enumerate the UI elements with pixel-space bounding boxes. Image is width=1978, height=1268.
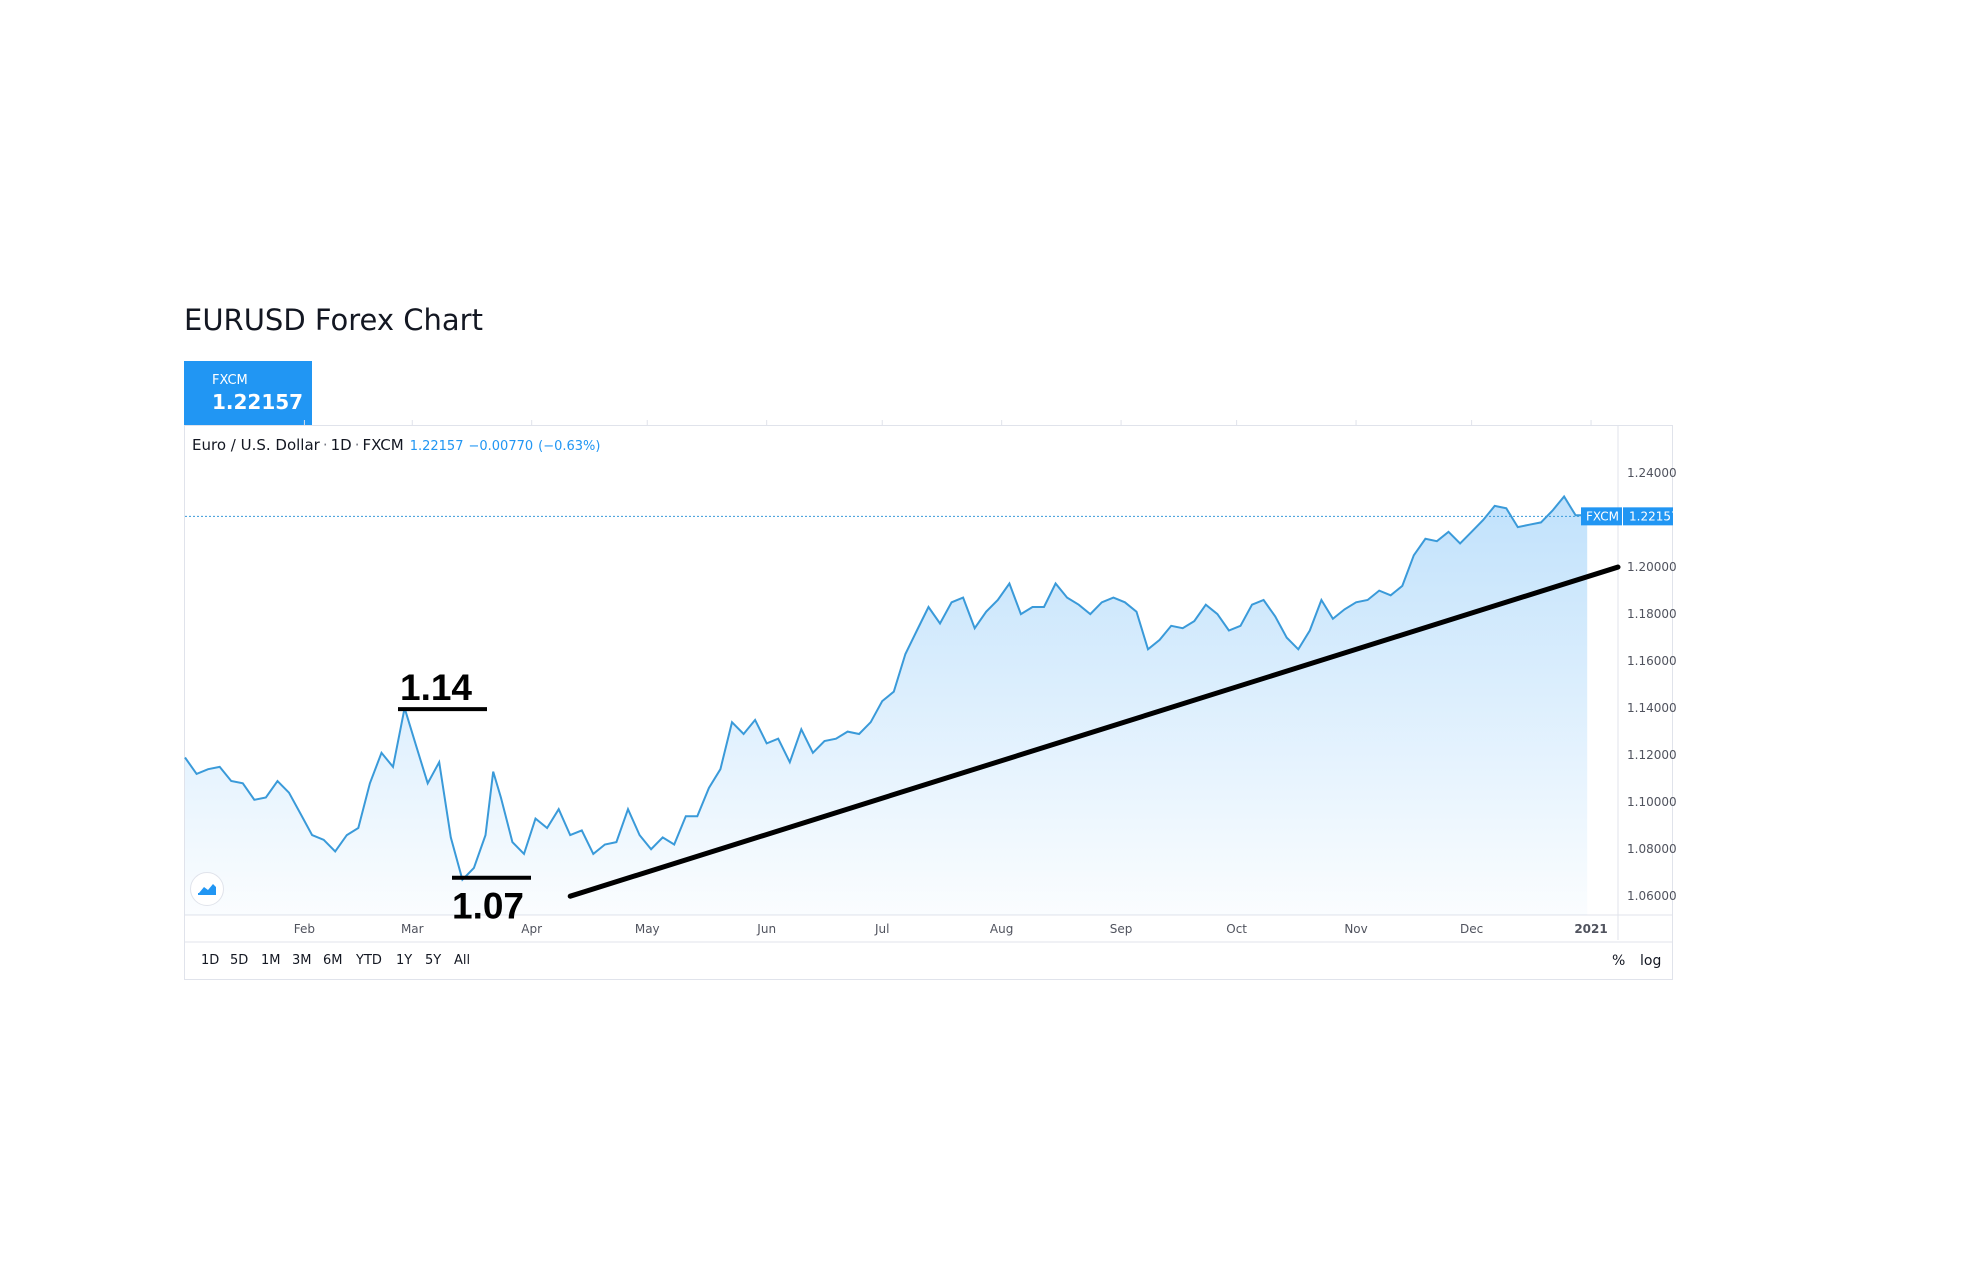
price-tag-exchange: FXCM: [1586, 509, 1619, 523]
price-axis: 1.24000 1.20000 1.18000 1.16000 1.14000 1.120…: [1627, 466, 1677, 903]
x-tick-label: Feb: [294, 922, 315, 936]
y-tick-label: 1.12000: [1627, 748, 1677, 762]
high-annotation-label: 1.14: [400, 667, 472, 708]
range-ytd-button[interactable]: YTD: [356, 953, 382, 968]
grid-lines: [303, 420, 1592, 426]
x-tick-label: Apr: [521, 922, 542, 936]
y-tick-label: 1.16000: [1627, 654, 1677, 668]
price-line: [184, 494, 1588, 882]
x-tick-label: 2021: [1574, 922, 1607, 936]
price-tag: FXCM 1.22157: [1581, 507, 1679, 526]
y-tick-label: 1.24000: [1627, 466, 1677, 480]
range-3m-button[interactable]: 3M: [292, 953, 312, 968]
x-tick-label: May: [635, 922, 660, 936]
symbol-tab-exchange: FXCM: [212, 373, 248, 388]
range-6m-button[interactable]: 6M: [323, 953, 343, 968]
symbol-name[interactable]: Euro / U.S. Dollar: [192, 436, 320, 454]
y-tick-label: 1.20000: [1627, 560, 1677, 574]
price-change-percent: (−0.63%): [538, 439, 601, 454]
range-1y-button[interactable]: 1Y: [396, 953, 413, 968]
page-title: EURUSD Forex Chart: [184, 303, 483, 337]
trendline[interactable]: [567, 564, 1621, 899]
log-scale-button[interactable]: log: [1640, 953, 1662, 969]
y-tick-label: 1.14000: [1627, 701, 1677, 715]
range-5y-button[interactable]: 5Y: [425, 953, 442, 968]
range-1d-button[interactable]: 1D: [201, 953, 220, 968]
y-tick-label: 1.06000: [1627, 889, 1677, 903]
range-selector: 1D 5D 1M 3M 6M YTD 1Y 5Y All % log: [184, 940, 1673, 980]
percent-scale-button[interactable]: %: [1612, 953, 1626, 969]
y-tick-label: 1.18000: [1627, 607, 1677, 621]
y-tick-label: 1.10000: [1627, 795, 1677, 809]
time-axis: Feb Mar Apr May Jun Jul Aug Sep Oct Nov Dec 2021: [294, 922, 1608, 936]
symbol-tab[interactable]: FXCM 1.22157: [184, 361, 312, 425]
chart-legend-header: Euro / U.S. Dollar · 1D · FXCM 1.22157 −0.0077…: [192, 436, 601, 454]
range-1m-button[interactable]: 1M: [261, 953, 281, 968]
x-tick-label: Dec: [1460, 922, 1483, 936]
y-tick-label: 1.08000: [1627, 842, 1677, 856]
range-5d-button[interactable]: 5D: [230, 953, 249, 968]
x-tick-label: Jul: [874, 922, 889, 936]
chart-widget: [184, 425, 1673, 980]
interval[interactable]: 1D: [330, 436, 352, 454]
symbol-tab-price: 1.22157: [212, 390, 304, 414]
low-annotation-label: 1.07: [452, 886, 524, 927]
x-tick-label: Jun: [756, 922, 776, 936]
price-change: −0.00770: [468, 439, 534, 454]
price-area: [185, 496, 1588, 915]
last-price: 1.22157: [409, 439, 464, 454]
x-tick-label: Mar: [401, 922, 424, 936]
x-tick-label: Sep: [1110, 922, 1133, 936]
exchange-name: FXCM: [362, 436, 404, 454]
x-tick-label: Nov: [1344, 922, 1367, 936]
tradingview-logo-icon[interactable]: [190, 872, 224, 906]
price-tag-value: 1.22157: [1629, 509, 1679, 523]
x-tick-label: Oct: [1226, 922, 1247, 936]
range-all-button[interactable]: All: [454, 953, 471, 968]
x-tick-label: Aug: [990, 922, 1013, 936]
